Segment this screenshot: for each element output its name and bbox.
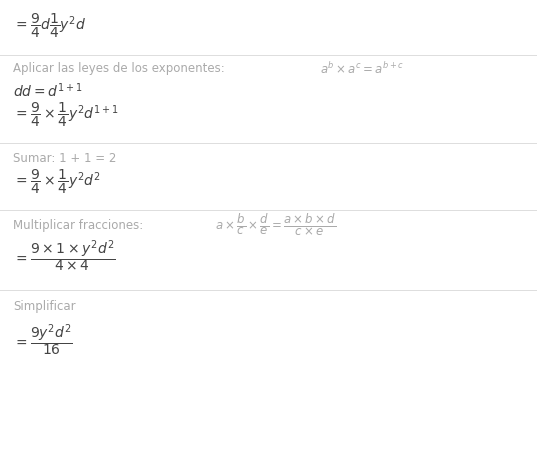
Text: $dd = d^{1+1}$: $dd = d^{1+1}$ — [13, 82, 83, 101]
Text: $=\dfrac{9 \times 1 \times y^2d^2}{4 \times 4}$: $=\dfrac{9 \times 1 \times y^2d^2}{4 \ti… — [13, 238, 116, 274]
Text: Sumar: 1 + 1 = 2: Sumar: 1 + 1 = 2 — [13, 152, 117, 165]
Text: Simplificar: Simplificar — [13, 300, 76, 313]
Text: $=\dfrac{9y^2d^2}{16}$: $=\dfrac{9y^2d^2}{16}$ — [13, 322, 73, 358]
Text: Aplicar las leyes de los exponentes:: Aplicar las leyes de los exponentes: — [13, 62, 225, 76]
Text: $a^b \times a^c = a^{b+c}$: $a^b \times a^c = a^{b+c}$ — [320, 61, 404, 77]
Text: Multiplicar fracciones:: Multiplicar fracciones: — [13, 219, 144, 232]
Text: $a \times \dfrac{b}{c} \times \dfrac{d}{e} = \dfrac{a \times b \times d}{c \time: $a \times \dfrac{b}{c} \times \dfrac{d}{… — [215, 212, 336, 238]
Text: $=\dfrac{9}{4} \times \dfrac{1}{4}y^2d^{1+1}$: $=\dfrac{9}{4} \times \dfrac{1}{4}y^2d^{… — [13, 101, 119, 129]
Text: $=\dfrac{9}{4} \times \dfrac{1}{4}y^2d^2$: $=\dfrac{9}{4} \times \dfrac{1}{4}y^2d^2… — [13, 167, 101, 196]
Text: $=\dfrac{9}{4}d\dfrac{1}{4}y^2d$: $=\dfrac{9}{4}d\dfrac{1}{4}y^2d$ — [13, 12, 86, 40]
